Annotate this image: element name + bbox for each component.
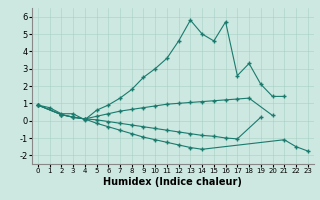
X-axis label: Humidex (Indice chaleur): Humidex (Indice chaleur) bbox=[103, 177, 242, 187]
